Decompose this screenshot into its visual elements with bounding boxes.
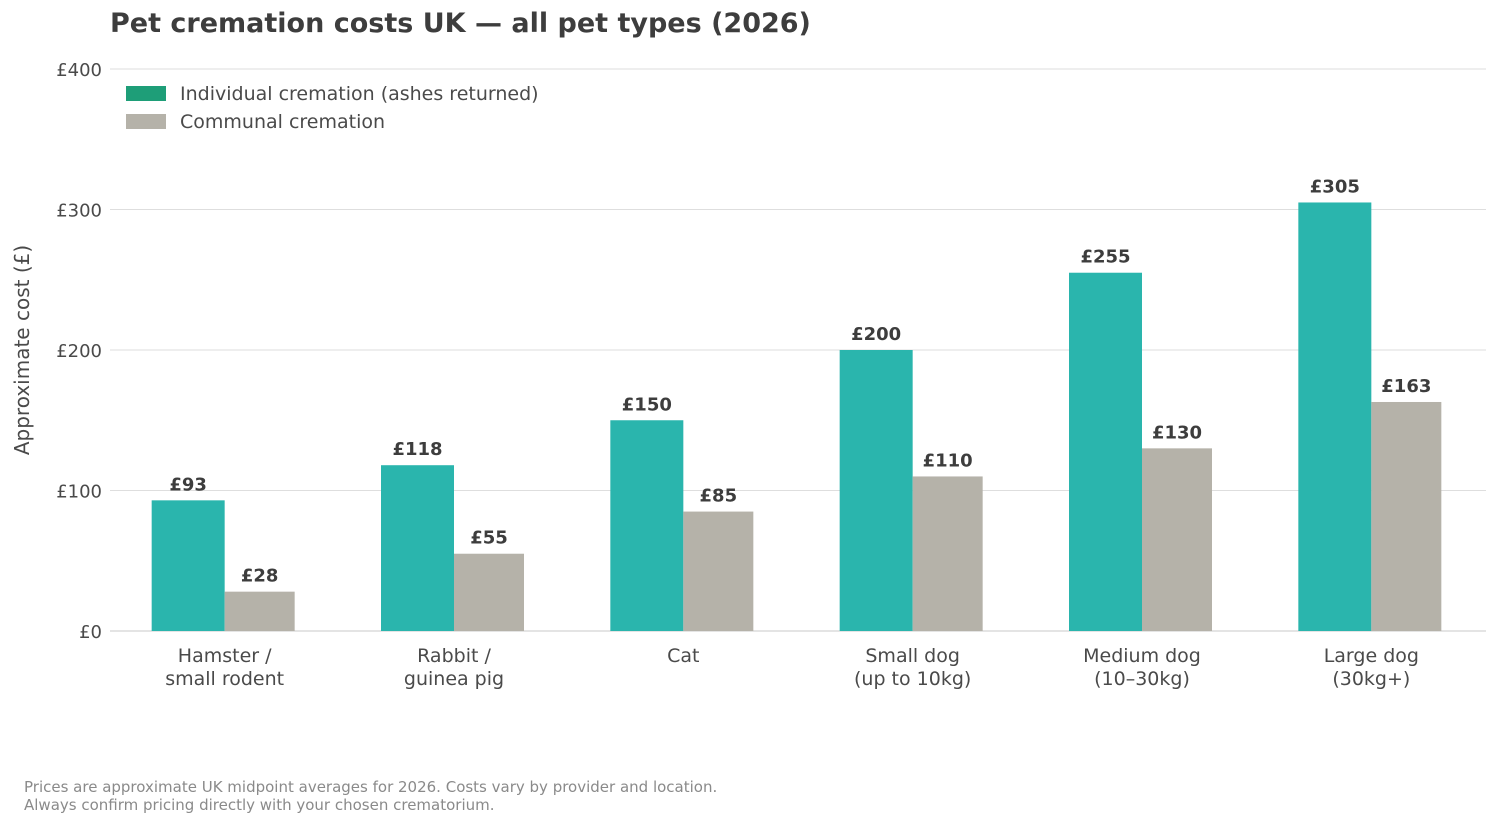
- x-tick-label: Cat: [667, 645, 699, 667]
- footnote-line-1: Prices are approximate UK midpoint avera…: [24, 778, 718, 796]
- chart-title: Pet cremation costs UK — all pet types (…: [110, 8, 811, 39]
- y-tick-label: £0: [79, 622, 102, 643]
- data-label: £28: [241, 566, 279, 587]
- x-tick-label: (10–30kg): [1094, 668, 1190, 690]
- x-tick-label: Medium dog: [1083, 645, 1201, 667]
- y-tick-label: £100: [56, 482, 102, 503]
- data-label: £85: [700, 486, 738, 507]
- bar: [912, 476, 983, 631]
- bar: [151, 500, 225, 631]
- data-label: £130: [1152, 422, 1202, 443]
- x-tick-label: (30kg+): [1332, 668, 1410, 690]
- bar: [1069, 272, 1142, 631]
- bar: [839, 350, 913, 631]
- x-tick-label: guinea pig: [404, 668, 504, 690]
- footnote-line-2: Always confirm pricing directly with you…: [24, 796, 495, 814]
- data-label: £150: [622, 394, 672, 415]
- x-tick-label: (up to 10kg): [854, 668, 971, 690]
- y-tick-label: £300: [56, 201, 102, 222]
- bar: [1142, 448, 1212, 631]
- bar: [610, 420, 684, 631]
- legend-entry: Communal cremation: [180, 111, 385, 133]
- data-label: £255: [1080, 247, 1130, 268]
- bar: [1298, 202, 1372, 631]
- data-label: £118: [392, 439, 442, 460]
- legend-swatch: [126, 114, 166, 129]
- y-tick-label: £400: [56, 60, 102, 81]
- bar: [454, 553, 524, 631]
- footnote: Prices are approximate UK midpoint avera…: [24, 778, 717, 814]
- data-label: £93: [169, 474, 207, 495]
- legend-swatch: [126, 86, 166, 101]
- y-tick-label: £200: [56, 341, 102, 362]
- legend-entry: Individual cremation (ashes returned): [180, 83, 539, 105]
- x-tick-label: small rodent: [165, 668, 284, 690]
- x-tick-label: Hamster /: [178, 645, 272, 667]
- data-label: £55: [470, 528, 508, 549]
- data-label: £200: [851, 324, 901, 345]
- data-label: £305: [1310, 176, 1360, 197]
- bar: [683, 511, 754, 631]
- x-tick-label: Small dog: [865, 645, 960, 667]
- x-tick-label: Rabbit /: [417, 645, 491, 667]
- bar: [224, 591, 295, 631]
- bar: [1371, 401, 1442, 631]
- x-tick-label: Large dog: [1324, 645, 1419, 667]
- data-label: £110: [923, 450, 973, 471]
- data-label: £163: [1381, 376, 1431, 397]
- bar: [381, 465, 454, 631]
